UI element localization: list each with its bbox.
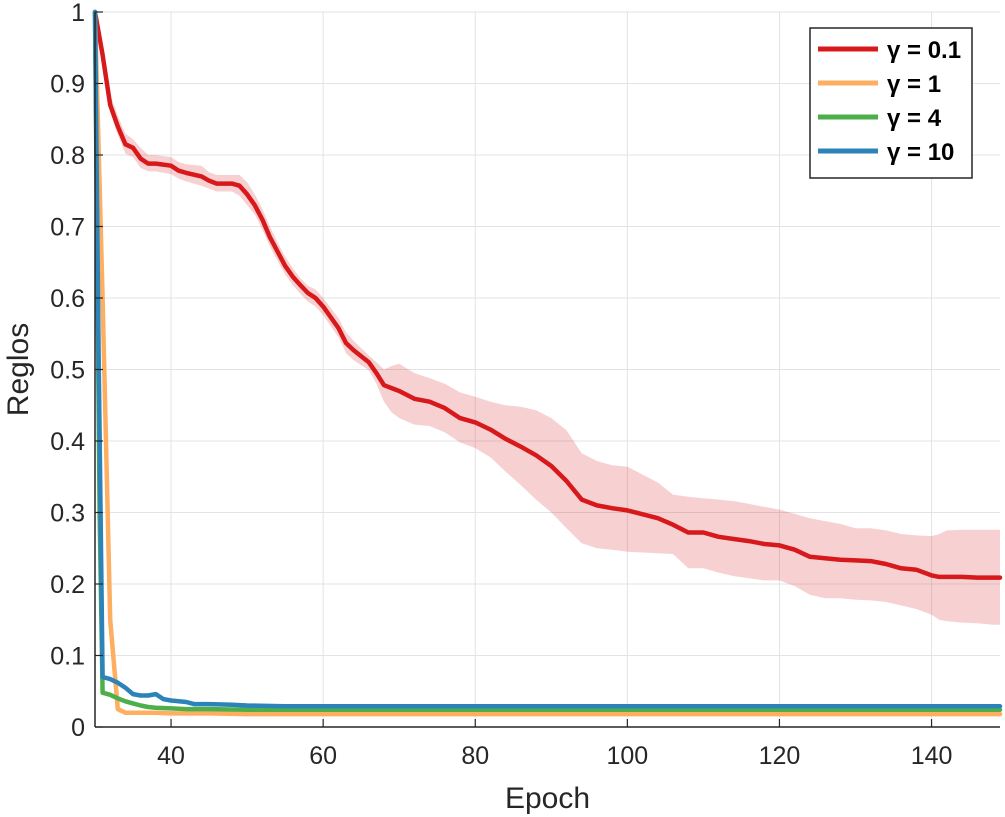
x-tick-label: 140 xyxy=(911,742,953,770)
legend-label-3: γ = 10 xyxy=(887,139,954,166)
legend-label-2: γ = 4 xyxy=(887,105,942,132)
x-tick-label: 40 xyxy=(157,742,185,770)
y-tick-label: 0.3 xyxy=(50,500,85,528)
legend-entry-3: γ = 10 xyxy=(818,139,954,166)
confidence-band-0 xyxy=(95,12,1000,625)
series-lines xyxy=(92,9,1003,717)
series-line-2 xyxy=(92,9,1003,713)
series-line-0 xyxy=(92,9,1003,580)
y-tick-label: 0.4 xyxy=(50,428,85,456)
legend-entry-2: γ = 4 xyxy=(818,105,942,132)
x-tick-label: 80 xyxy=(461,742,489,770)
series-line-1 xyxy=(92,9,1003,717)
y-tick-label: 0.2 xyxy=(50,571,85,599)
y-axis-title: Reglos xyxy=(2,323,35,416)
y-tick-label: 1 xyxy=(71,0,85,27)
legend-entry-0: γ = 0.1 xyxy=(818,37,961,64)
confidence-bands xyxy=(95,12,1000,715)
y-tick-label: 0 xyxy=(71,714,85,742)
legend-entry-1: γ = 1 xyxy=(818,71,941,98)
x-tick-label: 100 xyxy=(606,742,648,770)
y-tick-label: 0.5 xyxy=(50,357,85,385)
y-tick-label: 0.1 xyxy=(50,643,85,671)
tick-labels: 40 60 80 100 120 140 0 0.1 0.2 0.3 0.4 0.5 0.6 0.7 0.8… xyxy=(50,0,952,770)
y-tick-label: 0.6 xyxy=(50,285,85,313)
series-line-3 xyxy=(92,9,1003,709)
x-axis-title: Epoch xyxy=(505,782,590,815)
legend-label-1: γ = 1 xyxy=(887,71,941,98)
legend-label-0: γ = 0.1 xyxy=(887,37,961,64)
axes xyxy=(94,11,1000,728)
legend: γ = 0.1 γ = 1 γ = 4 γ = 10 xyxy=(809,27,973,179)
y-tick-label: 0.8 xyxy=(50,142,85,170)
y-tick-label: 0.7 xyxy=(50,214,85,242)
x-tick-label: 120 xyxy=(759,742,801,770)
x-tick-label: 60 xyxy=(309,742,337,770)
y-tick-label: 0.9 xyxy=(50,71,85,99)
